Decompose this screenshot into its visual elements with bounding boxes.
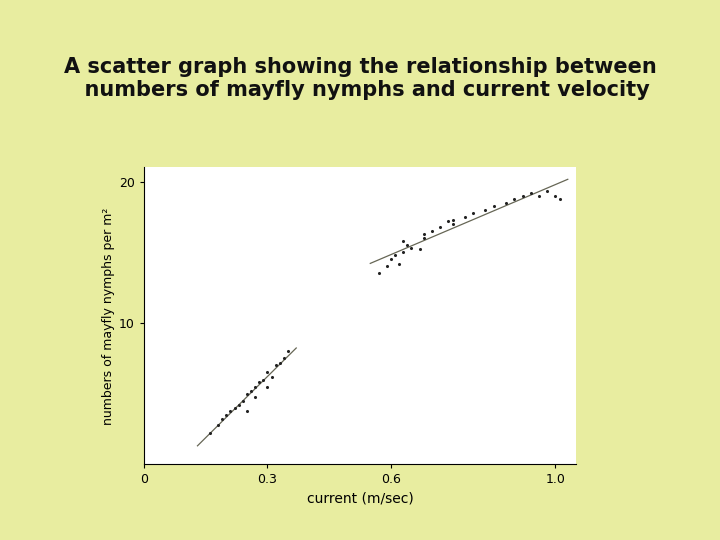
Point [434, 222, 446, 231]
Point [426, 227, 438, 235]
Point [397, 237, 409, 245]
Point [447, 220, 459, 228]
Point [261, 382, 273, 391]
Point [258, 375, 269, 384]
Point [517, 191, 528, 200]
Point [525, 188, 536, 197]
Point [405, 244, 417, 252]
Point [212, 421, 224, 429]
Point [249, 392, 261, 401]
Point [237, 396, 248, 405]
Point [253, 378, 265, 387]
Point [443, 217, 454, 226]
Point [381, 262, 392, 271]
X-axis label: current (m/sec): current (m/sec) [307, 492, 413, 506]
Point [282, 347, 294, 355]
Point [278, 354, 289, 363]
Point [402, 241, 413, 249]
Point [549, 191, 561, 200]
Point [249, 382, 261, 391]
Point [414, 245, 426, 254]
Point [229, 403, 240, 412]
Point [488, 201, 500, 210]
Point [220, 410, 232, 419]
Point [270, 361, 282, 370]
Y-axis label: numbers of mayfly nymphs per m²: numbers of mayfly nymphs per m² [102, 207, 115, 424]
Point [274, 358, 286, 367]
Point [390, 251, 401, 259]
Point [397, 248, 409, 256]
Point [225, 406, 236, 415]
Point [233, 401, 244, 409]
Point [447, 215, 459, 224]
Point [241, 389, 253, 398]
Point [373, 269, 384, 278]
Point [480, 206, 491, 214]
Point [534, 191, 545, 200]
Point [246, 387, 257, 395]
Point [554, 194, 565, 203]
Point [418, 234, 430, 242]
Point [418, 230, 430, 238]
Point [508, 194, 520, 203]
Point [500, 198, 512, 207]
Point [261, 368, 273, 377]
Point [204, 429, 215, 437]
Point [266, 373, 277, 381]
Point [459, 213, 471, 221]
Point [393, 259, 405, 268]
Point [217, 415, 228, 423]
Point [241, 406, 253, 415]
Point [467, 208, 479, 217]
Point [385, 255, 397, 264]
Text: A scatter graph showing the relationship between
  numbers of mayfly nymphs and : A scatter graph showing the relationship… [63, 57, 657, 100]
Point [541, 187, 553, 196]
